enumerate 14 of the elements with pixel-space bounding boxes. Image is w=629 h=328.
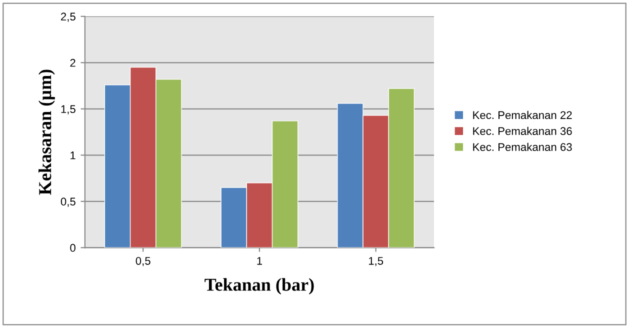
y-tick-label: 2,5 (61, 12, 76, 22)
x-tick-label: 0,5 (136, 256, 150, 266)
x-tick-label: 1,5 (368, 257, 384, 266)
y-tick-label: 1,5 (61, 105, 76, 114)
legend-label: Kec. Pemakanan 36 (473, 126, 572, 136)
y-axis-title: Kekasaran (µm) (38, 70, 55, 195)
x-tick-label: 1 (257, 257, 262, 265)
legend-label: Kec. Pemakanan 63 (473, 142, 572, 152)
x-axis-title: Tekanan (bar) (204, 278, 314, 295)
y-tick-label: 0,5 (60, 198, 76, 207)
y-tick-label: 1 (70, 152, 76, 160)
y-tick-label: 2 (70, 58, 76, 67)
legend-label: Kec. Pemakanan 22 (473, 110, 572, 120)
y-tick-label: 0 (70, 244, 76, 252)
